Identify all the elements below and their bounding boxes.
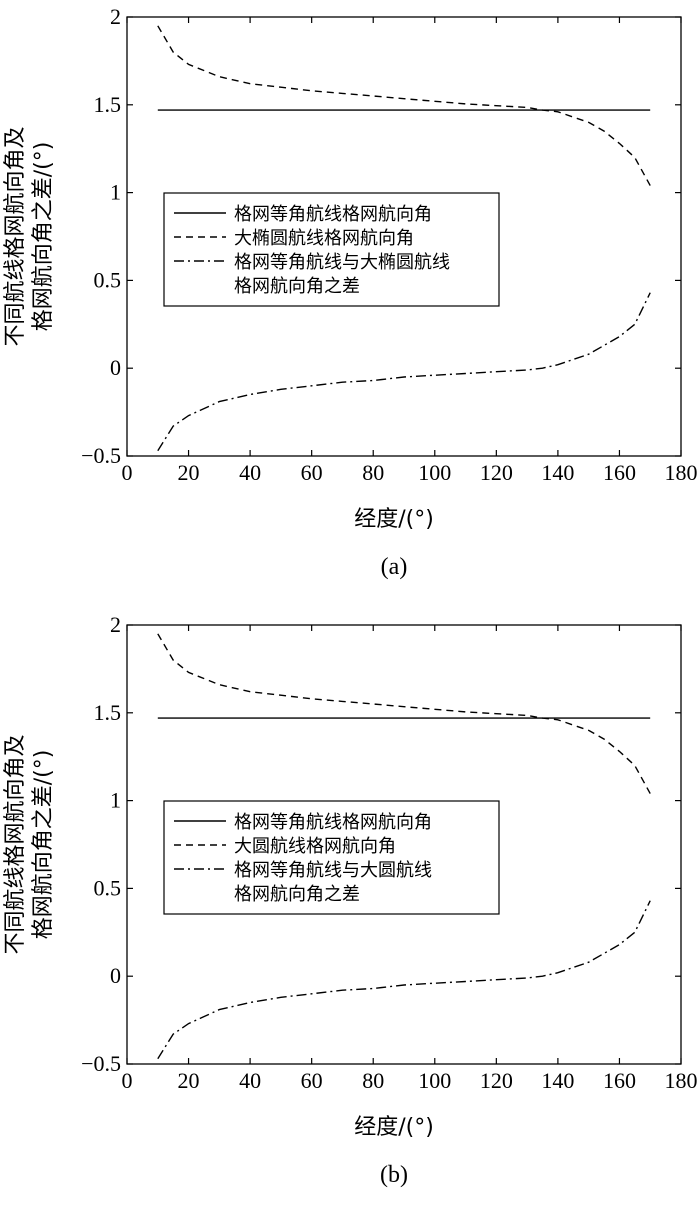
series-line-dashdot [157,292,651,452]
series-line-dashdot [157,900,651,1060]
y-tick-label: 0.5 [94,267,122,292]
y-axis-label: 不同航线格网航向角及 [3,126,28,346]
y-tick-label: 1.5 [94,700,122,725]
y-axis-label: 不同航线格网航向角及 [3,734,28,954]
y-tick-label: 0 [110,963,121,988]
x-tick-label: 60 [301,460,323,485]
y-tick-label: 2 [110,612,121,637]
y-tick-label: −0.5 [81,443,121,468]
legend-entry-label: 格网等角航线格网航向角 [234,812,432,833]
x-tick-label: 20 [178,1068,200,1093]
legend-entry-label: 格网等角航线格网航向角 [234,204,432,225]
figure-caption: (b) [380,1162,408,1188]
y-tick-label: −0.5 [81,1051,121,1076]
legend-entry-label: 格网航向角之差 [234,276,360,297]
legend-entry-label: 大椭圆航线格网航向角 [234,228,414,249]
x-tick-label: 100 [418,1068,451,1093]
y-tick-label: 2 [110,4,121,29]
series-line-dashed [157,633,651,794]
x-axis-label: 经度/(°) [354,1115,434,1140]
x-tick-label: 80 [362,460,384,485]
y-axis-label: 格网航向角之差/(°) [31,142,56,332]
legend-entry-label: 格网航向角之差 [234,884,360,905]
chart-b: 0 20 40 60 80 100 120 140 160 180−0.500.511.52格网等… [3,612,698,1188]
chart-a: 0 20 40 60 80 100 120 140 160 180−0.500.511.52格网等… [3,4,698,580]
x-tick-label: 160 [603,1068,636,1093]
x-tick-label: 140 [541,460,574,485]
x-tick-label: 180 [665,460,698,485]
x-tick-label: 40 [239,460,261,485]
y-tick-label: 0 [110,355,121,380]
plot-frame [126,624,682,1065]
x-axis-label: 经度/(°) [354,507,434,532]
legend-box [163,800,500,915]
x-tick-label: 20 [178,460,200,485]
x-tick-label: 180 [665,1068,698,1093]
y-axis-label: 格网航向角之差/(°) [31,750,56,940]
x-tick-label: 120 [480,1068,513,1093]
y-tick-label: 1 [110,180,121,205]
legend-entry-label: 格网等角航线与大圆航线 [234,860,432,881]
y-tick-label: 1 [110,788,121,813]
legend-box [163,192,500,307]
x-tick-label: 40 [239,1068,261,1093]
x-tick-label: 160 [603,460,636,485]
series-line-dashed [157,25,651,186]
plot-frame [126,16,682,457]
x-tick-label: 140 [541,1068,574,1093]
x-tick-label: 100 [418,460,451,485]
chart-panel-b: 0 20 40 60 80 100 120 140 160 180 −0.5 0 0.5 1 1.5 2 格网等… [0,608,700,1208]
x-tick-label: 80 [362,1068,384,1093]
legend-entry-label: 格网等角航线与大椭圆航线 [234,252,450,273]
x-tick-label: 0 [122,460,133,485]
figure-caption: (a) [381,554,408,580]
y-tick-label: 1.5 [94,92,122,117]
x-tick-label: 0 [122,1068,133,1093]
legend-entry-label: 大圆航线格网航向角 [234,836,396,857]
chart-panel-a: 0 20 40 60 80 100 120 140 160 180 −0.5 0 0.5 1 1.5 2 格网等… [0,0,700,600]
x-tick-label: 120 [480,460,513,485]
y-tick-label: 0.5 [94,875,122,900]
x-tick-label: 60 [301,1068,323,1093]
